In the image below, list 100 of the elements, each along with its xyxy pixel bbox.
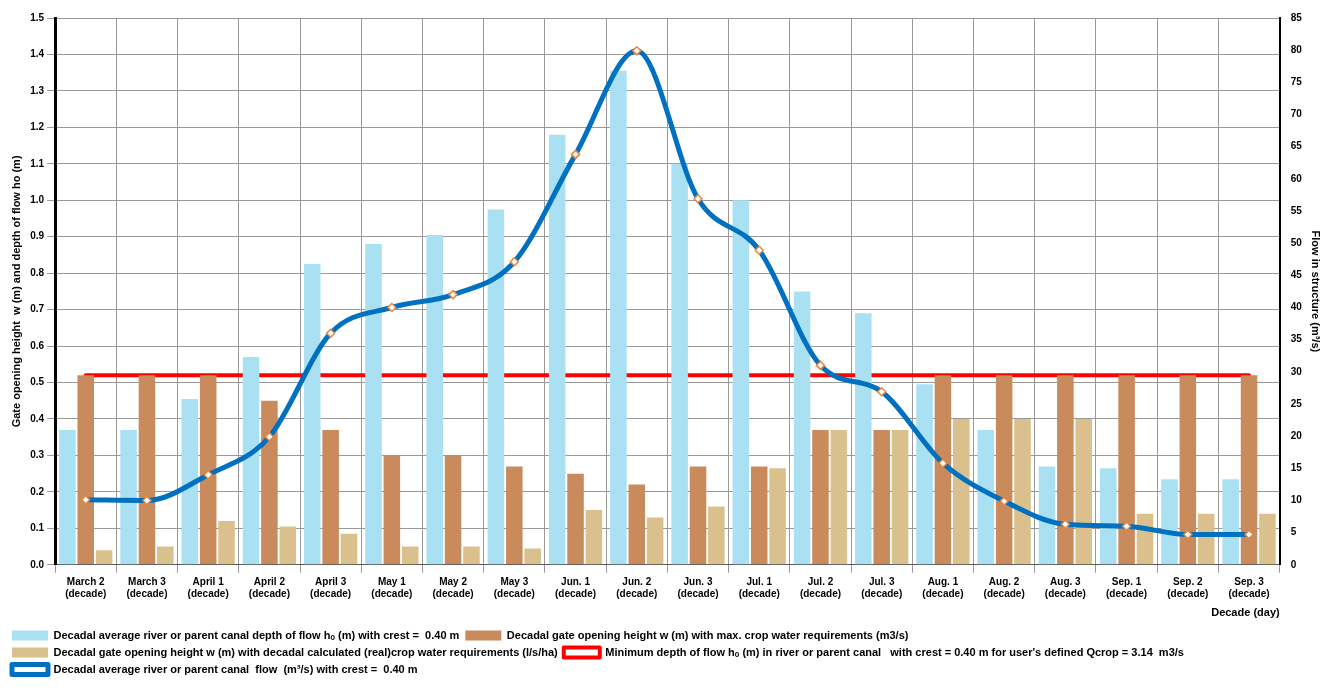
y-axis-title: Gate opening height w (m) and depth of flow ho (m) [9,155,22,428]
x-tick-label: Sep. 3 (decade) [1228,575,1270,599]
bar [585,510,603,565]
y2-tick-label: 85 [1290,11,1303,23]
bar [750,466,768,565]
bar [401,546,419,565]
bar [812,429,829,565]
x-tick-label: April 3 (decade) [310,575,352,599]
bar [218,521,235,565]
y2-tick-label: 35 [1290,333,1303,345]
x-tick-label: Jun. 2 (decade) [616,575,658,599]
bar [567,473,584,565]
bar [138,375,156,565]
y2-tick-label: 25 [1290,397,1303,409]
bar [891,429,909,565]
y-tick-label: 1.1 [30,157,45,169]
bar [120,429,137,565]
y-tick-label: 0.0 [30,558,45,570]
bar [157,546,174,565]
bar [426,234,443,565]
bar [830,429,848,565]
bar [689,466,707,565]
y-tick-label: 0.7 [30,303,45,315]
bar [769,468,786,565]
bar [934,375,952,565]
x-tick-label: Aug. 1 (decade) [922,575,964,599]
bar [793,291,811,565]
bar [1240,375,1258,565]
y-tick-label: 1.0 [30,194,45,206]
x-tick-label: May 2 (decade) [432,575,474,599]
x-tick-label: May 3 (decade) [493,575,535,599]
x-tick-label: April 1 (decade) [187,575,229,599]
bar [1075,418,1093,565]
bar [261,400,278,565]
bar [548,134,566,565]
x-tick-label: Sep. 2 (decade) [1167,575,1209,599]
y2-tick-label: 40 [1290,301,1303,313]
y2-tick-label: 75 [1290,76,1303,88]
y2-axis-title: Flow in structure (m³/s) [1310,230,1323,353]
y-tick-label: 0.1 [30,522,45,534]
y-tick-label: 1.3 [30,84,45,96]
bar [1038,466,1056,565]
y2-tick-label: 65 [1290,140,1303,152]
bar [916,384,933,565]
y2-tick-label: 10 [1290,494,1303,506]
y2-tick-label: 60 [1290,172,1303,184]
bar [304,264,321,565]
y-tick-label: 0.8 [30,266,45,278]
x-tick-label: Jun. 1 (decade) [554,575,597,599]
bar [1014,418,1031,565]
y-tick-label: 0.3 [30,449,45,461]
x-tick-label: Jul. 1 (decade) [738,575,780,599]
legend-label: Decadal average river or parent canal flow (m³/s) with crest = 0.40 m [53,662,418,675]
legend-label: Decadal average river or parent canal depth of flow hₒ (m) with crest = 0.40 m [53,628,460,641]
y2-tick-label: 0 [1290,558,1297,570]
y-tick-label: 1.2 [30,121,45,133]
y-tick-label: 0.5 [30,376,45,388]
y-tick-label: 0.9 [30,230,45,242]
x-tick-label: Jun. 3 (decade) [677,575,719,599]
x-tick-label: Jul. 3 (decade) [861,575,903,599]
bar [59,429,76,565]
bar [95,550,113,565]
bar [953,418,970,565]
y-tick-label: 1.5 [30,11,45,23]
bar [279,526,297,565]
bar [524,548,541,565]
bar [487,209,505,565]
bar [77,375,94,565]
bar [340,533,358,565]
x-tick-label: Sep. 1 (decade) [1106,575,1148,599]
x-tick-label: Aug. 2 (decade) [983,575,1025,599]
bar [1179,375,1197,565]
bar [1259,513,1276,565]
bar [322,429,339,565]
x-tick-label: March 2 (decade) [65,575,107,599]
bar [855,313,872,565]
legend-label: Decadal gate opening height w (m) with max. crop water requirements (m3/s) [506,628,909,641]
legend-label: Decadal gate opening height w (m) with decadal calculated (real)crop water requirements (l/s/ha) [53,645,559,658]
y-tick-label: 1.4 [30,48,45,60]
y-tick-label: 0.6 [30,339,45,351]
bar [506,466,523,565]
y-tick-label: 0.2 [30,485,45,497]
bar [181,398,199,565]
bar [1161,479,1178,565]
bar [463,546,480,565]
x-axis-title: Decade (day) [1211,606,1280,619]
bar [1057,375,1074,565]
y2-tick-label: 55 [1290,204,1303,216]
x-tick-label: Aug. 3 (decade) [1044,575,1086,599]
y2-tick-label: 15 [1290,462,1303,474]
bar [732,200,750,565]
bar [383,455,401,565]
x-tick-label: April 2 (decade) [248,575,290,599]
bar [365,244,382,565]
bar [671,163,688,565]
bar [628,484,646,565]
x-tick-label: March 3 (decade) [126,575,168,599]
bar [1118,375,1135,565]
bar [977,429,995,565]
y2-tick-label: 30 [1290,365,1303,377]
